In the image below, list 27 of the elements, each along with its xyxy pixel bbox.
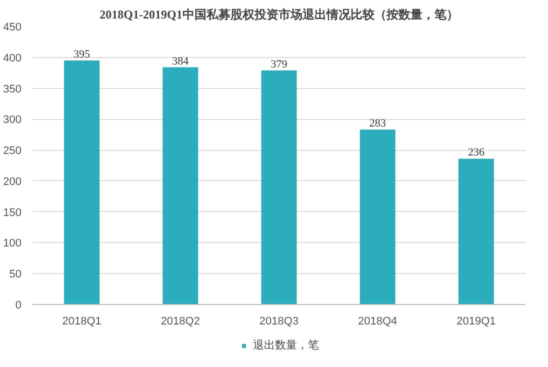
bar [162,67,198,304]
bar [64,60,100,304]
x-tick-label: 2018Q2 [160,316,200,328]
bar [458,158,494,304]
bar [261,70,297,304]
chart-title: 2018Q1-2019Q1中国私募股权投资市场退出情况比较（按数量，笔） [100,8,458,22]
data-label: 395 [74,48,91,60]
y-tick-label: 450 [3,22,22,34]
x-tick-label: 2018Q3 [259,316,299,328]
y-tick-label: 300 [3,114,22,126]
y-tick-label: 200 [3,176,22,188]
y-tick-label: 400 [3,52,22,64]
data-label: 236 [468,146,485,159]
y-tick-label: 100 [3,238,22,250]
y-tick-label: 150 [3,206,22,219]
y-tick-label: 0 [15,300,22,312]
bar [360,130,396,304]
data-label: 283 [369,118,386,130]
legend-label: 退出数量，笔 [253,338,319,352]
x-tick-label: 2018Q4 [358,316,398,328]
data-label: 384 [172,55,190,68]
data-label: 379 [270,58,288,70]
y-tick-label: 350 [3,83,22,96]
y-tick-label: 250 [3,145,22,158]
x-tick-label: 2018Q1 [62,316,102,328]
x-tick-label: 2019Q1 [456,316,496,328]
y-tick-label: 50 [9,268,22,281]
